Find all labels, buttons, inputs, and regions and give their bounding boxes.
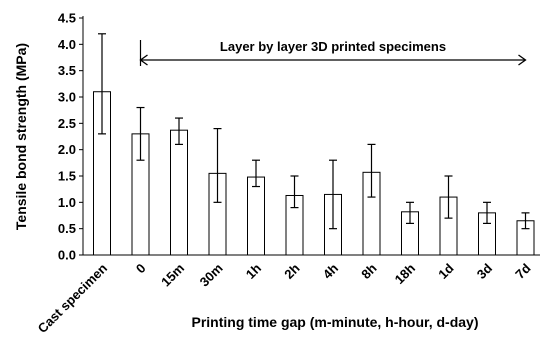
error-bars [98,33,530,230]
y-tick-label: 4.0 [58,37,76,52]
x-axis-label: Printing time gap (m-minute, h-hour, d-d… [192,314,479,330]
annotation-arrowhead-right [518,54,527,66]
annotation-group: Layer by layer 3D printed specimens [139,39,527,66]
y-axis-ticks: 0.0 0.5 1.0 1.5 2.0 2.5 3.0 3.5 4.0 4.5 [58,11,83,263]
axes [82,16,540,256]
y-tick-label: 1.0 [58,195,76,210]
x-tick-label: 4h [320,260,341,281]
x-tick-label: 18h [392,260,418,286]
x-tick-label: 0 [133,261,149,277]
y-tick-label: 0.5 [58,221,76,236]
bar [170,129,188,256]
y-tick-label: 2.5 [58,116,76,131]
x-tick-label: 2h [281,260,302,281]
y-tick-label: 0.0 [58,248,76,263]
y-tick-label: 3.5 [58,63,76,78]
x-tick-label: 1d [435,260,456,281]
y-tick-label: 1.5 [58,169,76,184]
x-tick-label: 15m [158,261,187,290]
x-tick-label: 3d [474,260,495,281]
bars [93,91,535,256]
x-tick-label: 7d [512,260,533,281]
bar [247,176,265,256]
annotation-text: Layer by layer 3D printed specimens [220,39,446,54]
y-axis-label: Tensile bond strength (MPa) [13,43,29,230]
y-tick-label: 4.5 [58,11,76,26]
x-tick-label: Cast specimen [35,260,111,336]
y-tick-label: 3.0 [58,90,76,105]
x-tick-label: 8h [358,260,379,281]
y-tick-label: 2.0 [58,142,76,157]
x-tick-label: 30m [197,261,226,290]
x-tick-label: 1h [243,260,264,281]
